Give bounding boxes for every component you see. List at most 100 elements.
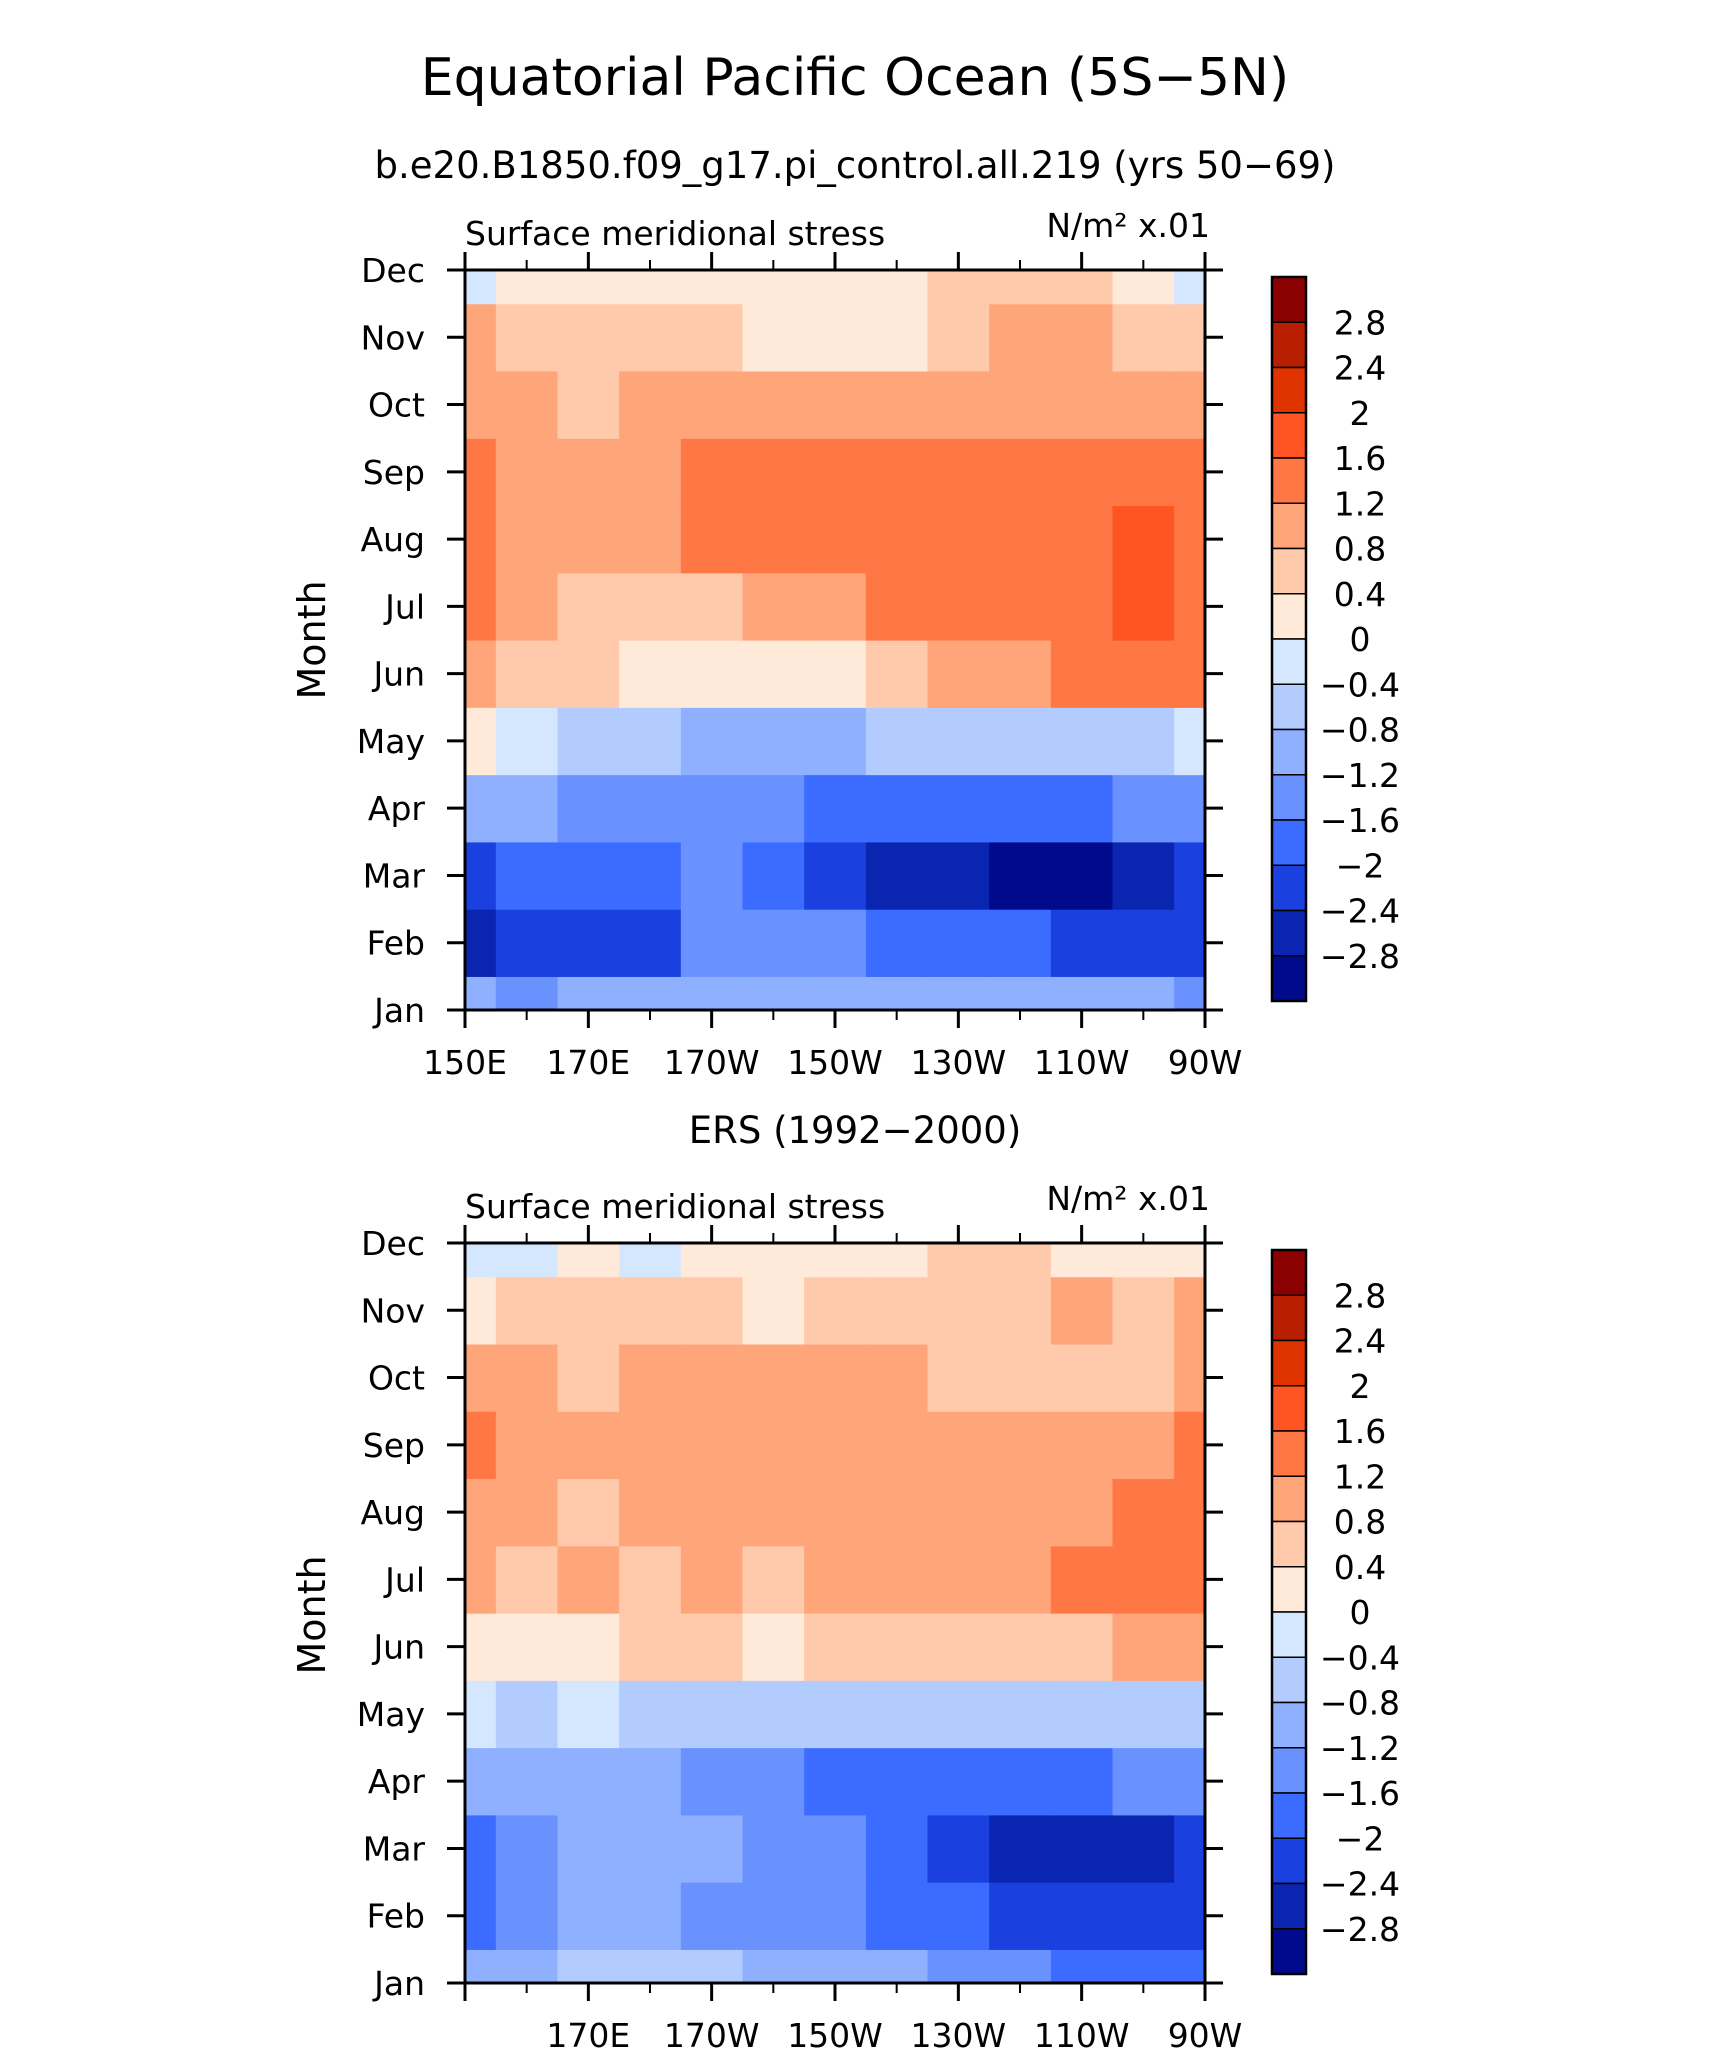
- heatmap-cell: [680, 303, 744, 372]
- heatmap-cell: [495, 909, 559, 977]
- heatmap-cell: [619, 438, 682, 507]
- heatmap-cell: [680, 438, 744, 507]
- heatmap-cell: [1112, 1343, 1175, 1412]
- heatmap-cell: [680, 841, 744, 910]
- heatmap-cell: [1174, 505, 1206, 574]
- y-tick-label: May: [357, 1695, 425, 1734]
- colorbar-box: [1271, 1792, 1307, 1839]
- heatmap-cell: [1112, 909, 1175, 977]
- heatmap-cell: [1050, 1949, 1114, 1984]
- heatmap-cell: [680, 909, 744, 977]
- ers-panel-title: ERS (1992−2000): [689, 1109, 1022, 1152]
- heatmap-cell: [1050, 1276, 1114, 1345]
- heatmap-cell: [1112, 1613, 1175, 1681]
- heatmap-cell: [1174, 1243, 1206, 1278]
- heatmap-cell: [804, 774, 867, 843]
- figure-title: Equatorial Pacific Ocean (5S−5N): [421, 48, 1289, 108]
- heatmap-cell: [465, 1343, 497, 1412]
- y-tick-label: Oct: [368, 386, 425, 425]
- heatmap-cell: [1174, 1478, 1206, 1547]
- y-tick-label: Sep: [363, 453, 425, 492]
- colorbar-label: −2: [1336, 1819, 1385, 1858]
- panel-bottom-y-axis-label: Month: [290, 1555, 334, 1674]
- heatmap-cell: [865, 370, 929, 439]
- heatmap-cell: [1174, 1949, 1206, 1984]
- heatmap-cell: [742, 438, 805, 507]
- heatmap-cell: [495, 1343, 559, 1412]
- heatmap-cell: [927, 438, 990, 507]
- heatmap-cell: [619, 1411, 682, 1480]
- heatmap-cell: [619, 505, 682, 574]
- heatmap-cell: [989, 572, 1052, 641]
- colorbar-box: [1271, 1430, 1307, 1477]
- heatmap-cell: [495, 1949, 559, 1984]
- heatmap-cell: [557, 1478, 620, 1547]
- heatmap-cell: [1174, 640, 1206, 708]
- heatmap-cell: [989, 841, 1052, 910]
- heatmap-cell: [465, 1747, 497, 1816]
- y-tick-label: Sep: [363, 1426, 425, 1465]
- heatmap-cell: [804, 1276, 867, 1345]
- colorbar-box: [1271, 276, 1307, 323]
- heatmap-cell: [1050, 1411, 1114, 1480]
- panel-bottom-right-label: N/m² x.01: [1046, 1179, 1210, 1218]
- colorbar-box: [1271, 1837, 1307, 1885]
- colorbar-box: [1271, 1566, 1307, 1613]
- heatmap-cell: [989, 1243, 1052, 1278]
- y-tick-label: Nov: [361, 318, 425, 357]
- heatmap-cell: [465, 640, 497, 708]
- heatmap-cell: [557, 1276, 620, 1345]
- heatmap-cell: [465, 1478, 497, 1547]
- heatmap-cell: [804, 572, 867, 641]
- heatmap-cell: [865, 1747, 929, 1816]
- heatmap-cell: [927, 270, 990, 305]
- heatmap-cell: [989, 1276, 1052, 1345]
- y-tick-label: Dec: [361, 251, 425, 290]
- x-tick-label: 150E: [423, 1043, 507, 1082]
- y-tick-label: Jun: [371, 1628, 425, 1667]
- heatmap-cell: [742, 841, 805, 910]
- colorbar-label: 2.4: [1334, 349, 1386, 388]
- heatmap-cell: [742, 1478, 805, 1547]
- heatmap-cell: [495, 976, 559, 1011]
- heatmap-cell: [495, 572, 559, 641]
- heatmap-cell: [619, 976, 682, 1011]
- heatmap-cell: [742, 1814, 805, 1883]
- heatmap-cell: [680, 707, 744, 776]
- heatmap-cell: [865, 438, 929, 507]
- heatmap-cell: [927, 774, 990, 843]
- heatmap-cell: [865, 505, 929, 574]
- heatmap-cell: [619, 1343, 682, 1412]
- colorbar-box: [1271, 1294, 1307, 1342]
- heatmap-cell: [804, 1478, 867, 1547]
- heatmap-cell: [1050, 774, 1114, 843]
- heatmap-cell: [742, 270, 805, 305]
- panel-bottom-left-label: Surface meridional stress: [465, 1187, 885, 1226]
- heatmap-cell: [619, 270, 682, 305]
- heatmap-cell: [465, 1276, 497, 1345]
- heatmap-cell: [1050, 1680, 1114, 1749]
- x-tick-label: 90W: [1168, 2016, 1243, 2055]
- heatmap-cell: [1050, 1243, 1114, 1278]
- heatmap-cell: [927, 841, 990, 910]
- heatmap-cell: [742, 976, 805, 1011]
- heatmap-cell: [1112, 707, 1175, 776]
- y-tick-label: Oct: [368, 1359, 425, 1398]
- heatmap-cell: [865, 841, 929, 910]
- colorbar-label: −2: [1336, 846, 1385, 885]
- colorbar-label: 1.6: [1334, 1412, 1386, 1451]
- heatmap-cell: [927, 505, 990, 574]
- colorbar-box: [1271, 1385, 1307, 1432]
- heatmap-cell: [680, 1545, 744, 1614]
- heatmap-cell: [989, 1747, 1052, 1816]
- heatmap-cell: [1112, 841, 1175, 910]
- heatmap-cell: [1112, 1949, 1175, 1984]
- heatmap-cell: [465, 841, 497, 910]
- panel-top-cells: [465, 270, 1206, 1011]
- colorbar-label: 1.6: [1334, 439, 1386, 478]
- heatmap-cell: [1112, 270, 1175, 305]
- heatmap-cell: [1050, 909, 1114, 977]
- heatmap-cell: [742, 640, 805, 708]
- heatmap-cell: [557, 1545, 620, 1614]
- colorbar-box: [1271, 1747, 1307, 1794]
